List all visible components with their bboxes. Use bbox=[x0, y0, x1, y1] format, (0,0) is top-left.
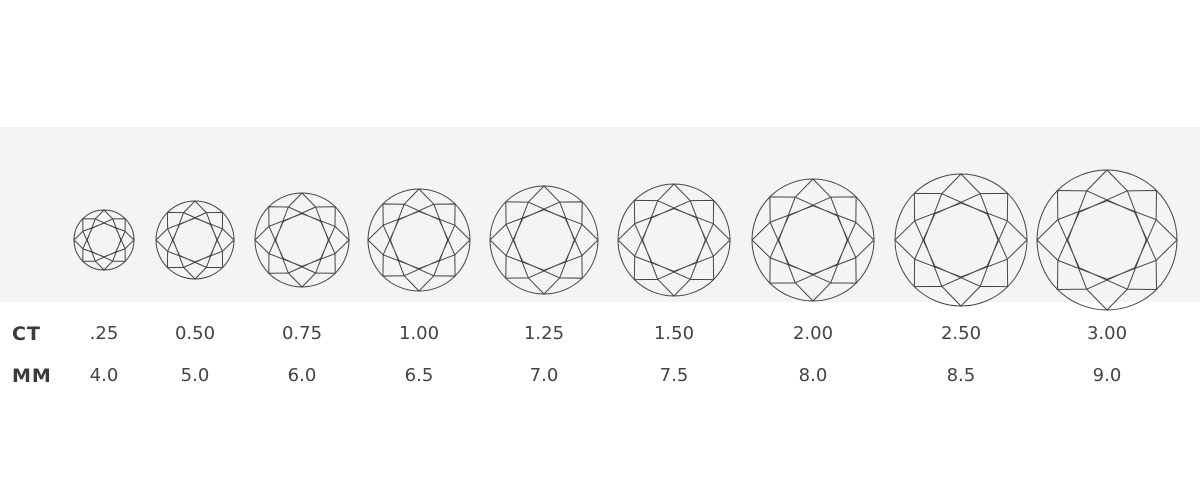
diamond-7 bbox=[894, 173, 1028, 307]
diamond-display-band bbox=[0, 127, 1200, 302]
diamond-6 bbox=[751, 178, 875, 302]
mm-value: 4.0 bbox=[89, 365, 119, 386]
mm-row-label: MM bbox=[12, 365, 52, 387]
diamond-3 bbox=[367, 188, 471, 292]
diamond-8 bbox=[1036, 169, 1178, 311]
ct-value: .25 bbox=[89, 323, 119, 344]
ct-value: 1.50 bbox=[653, 323, 695, 344]
mm-value: 8.0 bbox=[798, 365, 828, 386]
mm-value: 7.5 bbox=[659, 365, 689, 386]
diamond-1 bbox=[155, 200, 235, 280]
mm-value: 6.5 bbox=[404, 365, 434, 386]
diamond-5 bbox=[617, 183, 731, 297]
ct-value: 1.25 bbox=[523, 323, 565, 344]
ct-value: 2.50 bbox=[940, 323, 982, 344]
mm-value: 9.0 bbox=[1092, 365, 1122, 386]
diamond-4 bbox=[489, 185, 599, 295]
ct-value: 2.00 bbox=[792, 323, 834, 344]
diamond-0 bbox=[73, 209, 135, 271]
mm-value: 7.0 bbox=[529, 365, 559, 386]
mm-value: 6.0 bbox=[287, 365, 317, 386]
ct-value: 0.75 bbox=[281, 323, 323, 344]
ct-value: 0.50 bbox=[174, 323, 216, 344]
ct-row-label: CT bbox=[12, 323, 41, 345]
mm-value: 8.5 bbox=[946, 365, 976, 386]
ct-value: 1.00 bbox=[398, 323, 440, 344]
mm-value: 5.0 bbox=[180, 365, 210, 386]
ct-value: 3.00 bbox=[1086, 323, 1128, 344]
diamond-2 bbox=[254, 192, 350, 288]
